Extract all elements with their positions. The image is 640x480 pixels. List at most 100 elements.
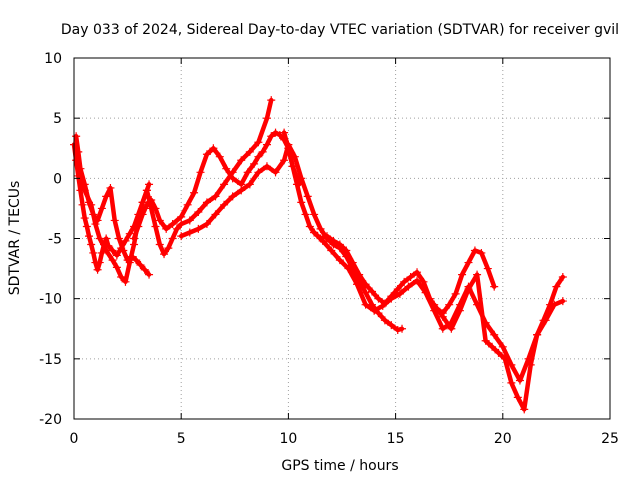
data-point — [558, 297, 567, 306]
data-point — [110, 216, 119, 225]
data-point — [395, 289, 404, 298]
data-point — [513, 393, 522, 402]
data-point — [222, 164, 231, 173]
data-point — [316, 224, 325, 233]
data-point — [310, 228, 319, 237]
data-point — [117, 273, 126, 282]
data-point — [130, 234, 139, 243]
data-point — [93, 265, 102, 274]
data-point — [215, 152, 224, 161]
data-point — [262, 114, 271, 123]
data-point — [353, 280, 362, 289]
data-point — [329, 236, 338, 245]
data-point — [168, 220, 177, 229]
data-point — [284, 144, 293, 153]
data-point — [355, 270, 364, 279]
data-point — [447, 324, 456, 333]
data-point — [228, 174, 237, 183]
data-point — [254, 138, 263, 147]
data-point — [374, 294, 383, 303]
data-point — [202, 198, 211, 207]
data-point — [80, 186, 89, 195]
data-point — [145, 270, 154, 279]
x-axis-title: GPS time / hours — [281, 458, 398, 474]
data-point — [419, 277, 428, 286]
series-trace — [311, 230, 566, 383]
data-point — [271, 128, 280, 137]
data-point — [145, 180, 154, 189]
data-point — [254, 152, 263, 161]
data-point — [378, 301, 387, 310]
data-point — [102, 192, 111, 201]
data-point — [406, 273, 415, 282]
data-point — [142, 186, 151, 195]
grid-lines — [74, 58, 610, 419]
data-point — [121, 277, 130, 286]
data-point — [305, 222, 314, 231]
data-point — [344, 264, 353, 273]
data-point — [142, 200, 151, 209]
data-point — [507, 378, 516, 387]
data-point — [380, 316, 389, 325]
data-point — [301, 210, 310, 219]
data-point — [160, 250, 169, 259]
data-point — [254, 168, 263, 177]
data-point — [393, 325, 402, 334]
data-point — [455, 306, 464, 315]
data-point — [335, 240, 344, 249]
y-tick-label: 10 — [44, 51, 62, 67]
data-point — [80, 214, 89, 223]
data-point — [515, 376, 524, 385]
data-point — [106, 183, 115, 192]
data-point — [245, 147, 254, 156]
y-axis-title: SDTVAR / TECUs — [7, 181, 23, 296]
data-point — [140, 265, 149, 274]
data-point — [87, 240, 96, 249]
data-point — [115, 234, 124, 243]
data-point — [172, 224, 181, 233]
data-point — [539, 316, 548, 325]
x-tick-label: 5 — [177, 431, 186, 447]
y-tick-label: 0 — [53, 171, 62, 187]
data-point — [310, 210, 319, 219]
data-point — [74, 147, 83, 156]
data-point — [303, 192, 312, 201]
data-point — [526, 360, 535, 369]
data-point — [237, 156, 246, 165]
data-point — [322, 232, 331, 241]
series-markers — [76, 96, 276, 286]
data-point — [445, 300, 454, 309]
y-tick-label: -10 — [39, 292, 62, 308]
data-point — [387, 294, 396, 303]
data-point — [220, 200, 229, 209]
y-tick-label: 5 — [53, 111, 62, 127]
data-point — [132, 256, 141, 265]
data-point — [121, 236, 130, 245]
data-point — [483, 264, 492, 273]
data-point — [458, 270, 467, 279]
data-point — [413, 268, 422, 277]
data-point — [552, 282, 561, 291]
data-point — [76, 164, 85, 173]
y-tick-label: -20 — [39, 412, 62, 428]
data-point — [438, 324, 447, 333]
data-point — [245, 180, 254, 189]
data-point — [194, 224, 203, 233]
data-point — [533, 330, 542, 339]
data-point — [464, 258, 473, 267]
series-trace — [281, 130, 497, 316]
data-point — [477, 248, 486, 257]
series-trace — [178, 142, 405, 333]
data-point — [451, 289, 460, 298]
data-point — [430, 300, 439, 309]
data-point — [151, 222, 160, 231]
data-point — [162, 224, 171, 233]
data-point — [271, 168, 280, 177]
data-point — [125, 229, 134, 238]
data-point — [250, 159, 259, 168]
data-point — [211, 210, 220, 219]
data-point — [85, 232, 94, 241]
data-point — [243, 168, 252, 177]
data-point — [136, 260, 145, 269]
data-point — [393, 285, 402, 294]
